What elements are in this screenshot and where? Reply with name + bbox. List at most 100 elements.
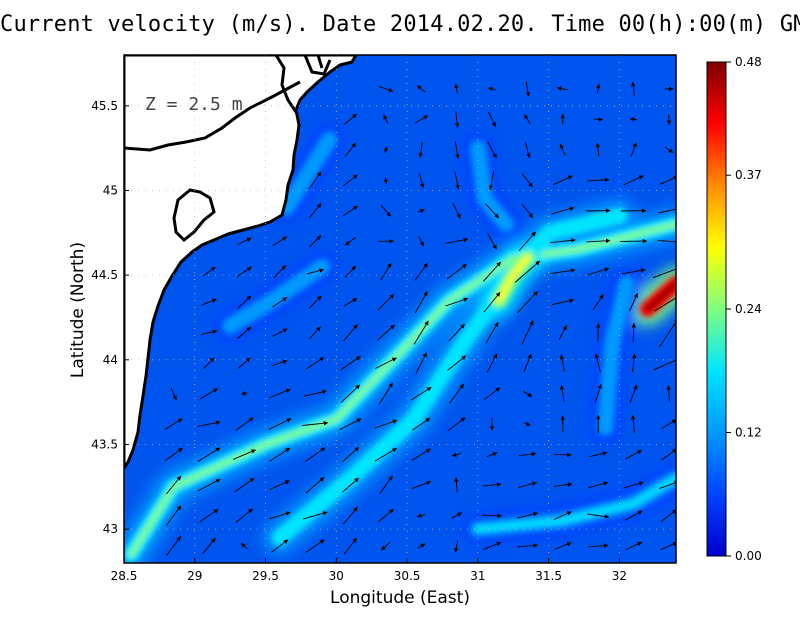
velocity-arrow [413, 320, 429, 345]
current-rim-current-inner-axis [276, 212, 623, 541]
velocity-arrow [383, 177, 388, 184]
velocity-arrow [652, 268, 676, 279]
velocity-arrow [447, 355, 467, 371]
velocity-arrow [625, 541, 643, 551]
velocity-arrow [378, 475, 393, 495]
island-outline [172, 188, 216, 243]
velocity-arrow [559, 354, 565, 372]
velocity-arrow [418, 142, 423, 158]
velocity-arrow [200, 388, 218, 400]
velocity-arrow [235, 417, 254, 432]
velocity-arrow [449, 383, 464, 404]
velocity-arrow [630, 142, 637, 158]
velocity-arrow [308, 203, 322, 219]
colorbar-tick-label: 0.48 [735, 55, 762, 69]
velocity-arrow [240, 391, 248, 396]
velocity-arrow [666, 385, 671, 402]
velocity-arrow [589, 451, 608, 458]
y-tick-label: 44.5 [91, 268, 118, 282]
velocity-arrow [339, 418, 362, 430]
velocity-arrow [272, 359, 288, 367]
velocity-arrow [418, 236, 424, 247]
velocity-arrow [451, 452, 462, 457]
velocity-arrow [164, 447, 183, 462]
velocity-arrow [416, 85, 426, 93]
velocity-arrow [309, 326, 321, 339]
velocity-arrow [586, 238, 611, 244]
velocity-arrow [483, 387, 501, 401]
velocity-arrow [377, 294, 395, 311]
velocity-arrow [268, 388, 291, 399]
coastline [124, 55, 358, 470]
velocity-arrow [166, 536, 181, 556]
colorbar-gradient [707, 62, 726, 556]
velocity-arrow [447, 417, 466, 432]
velocity-arrow [374, 419, 398, 429]
velocity-arrow [621, 268, 646, 275]
velocity-arrow [343, 537, 358, 555]
velocity-arrow [342, 477, 359, 493]
velocity-arrow [383, 146, 388, 153]
velocity-arrow [302, 420, 329, 426]
velocity-arrow [340, 384, 361, 403]
velocity-arrow [343, 113, 358, 125]
velocity-arrow [551, 298, 575, 306]
velocity-arrow [631, 353, 637, 373]
velocity-arrow [200, 329, 218, 335]
current-coastal-filament-axis [283, 136, 333, 211]
velocity-arrow [271, 328, 288, 337]
velocity-arrow [559, 384, 565, 403]
plot-frame [123, 54, 677, 564]
velocity-arrow [657, 239, 676, 245]
velocity-arrow [659, 175, 676, 185]
velocity-arrow [417, 208, 425, 214]
velocity-arrow [559, 143, 566, 156]
velocity-arrow [164, 418, 183, 430]
velocity-arrow [269, 480, 290, 490]
y-tick-label: 45.5 [91, 99, 118, 113]
velocity-arrow [202, 266, 216, 277]
velocity-arrow [237, 326, 252, 339]
x-tick-label: 28.5 [111, 569, 138, 583]
velocity-arrow [343, 297, 358, 307]
velocity-arrow [666, 114, 672, 126]
velocity-arrow [414, 115, 429, 124]
velocity-arrow [487, 141, 497, 159]
velocity-arrow [592, 294, 604, 311]
velocity-arrow [594, 353, 601, 373]
velocity-arrow [201, 298, 217, 306]
velocity-arrow [629, 117, 637, 122]
grid-lines [124, 55, 676, 563]
velocity-arrow [341, 446, 360, 463]
velocity-arrow [410, 386, 432, 401]
velocity-arrow [525, 81, 531, 97]
land-area [124, 55, 358, 470]
velocity-arrow [521, 320, 534, 345]
velocity-arrow [554, 452, 572, 458]
velocity-arrow [197, 447, 221, 462]
current-east-jet-axis [644, 280, 676, 312]
velocity-arrow [417, 543, 426, 549]
velocity-arrow [197, 420, 221, 427]
velocity-arrow [237, 295, 252, 309]
velocity-arrow [414, 291, 428, 314]
velocity-arrow [593, 117, 604, 122]
velocity-arrow [482, 482, 502, 487]
colorbar-tick-label: 0.00 [735, 549, 762, 563]
velocity-arrow [451, 512, 462, 519]
colorbar-ticks: 0.48 0.37 0.24 0.12 0.00 [726, 55, 762, 563]
x-tick-label: 30.5 [394, 569, 421, 583]
velocity-arrow [269, 511, 291, 520]
velocity-arrow [558, 325, 567, 341]
velocity-arrow [305, 539, 325, 553]
velocity-arrow [661, 419, 676, 429]
velocity-arrow [306, 357, 325, 370]
velocity-arrow [203, 357, 215, 369]
velocity-arrow [344, 265, 357, 278]
velocity-arrow [660, 541, 676, 551]
y-tick-label: 43 [103, 522, 118, 536]
velocity-arrow [378, 508, 394, 523]
velocity-arrow [454, 111, 460, 128]
velocity-arrow [454, 171, 460, 190]
velocity-arrow [272, 297, 288, 308]
